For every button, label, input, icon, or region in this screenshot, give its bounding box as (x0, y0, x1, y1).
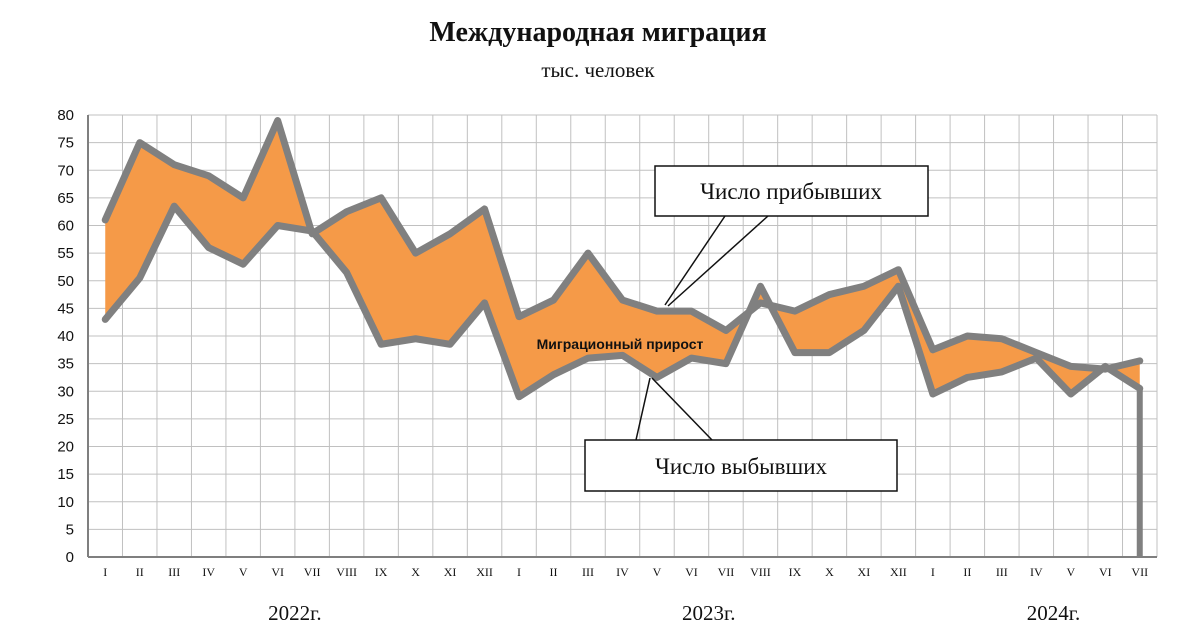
y-tick-label: 30 (57, 383, 74, 400)
year-label: 2023г. (682, 601, 736, 625)
y-tick-label: 60 (57, 218, 74, 235)
y-tick-label: 0 (66, 549, 74, 566)
x-tick-label: VI (685, 565, 698, 579)
y-tick-label: 20 (57, 439, 74, 456)
x-tick-label: VII (718, 565, 735, 579)
x-tick-label: X (825, 565, 834, 579)
net-migration-fill (105, 120, 1140, 397)
x-tick-label: IV (616, 565, 629, 579)
x-tick-label: IV (1030, 565, 1043, 579)
x-tick-label: XI (444, 565, 457, 579)
x-tick-label: III (168, 565, 180, 579)
chart-subtitle: тыс. человек (541, 58, 655, 82)
net-migration-area (105, 120, 1140, 397)
x-tick-label: XI (858, 565, 871, 579)
y-tick-label: 5 (66, 521, 74, 538)
y-tick-label: 50 (57, 273, 74, 290)
departures-callout: Число выбывших (584, 377, 898, 492)
departures-callout-pointer (635, 377, 651, 441)
arrivals-callout-pointer (664, 215, 726, 306)
chart-title: Международная миграция (429, 17, 766, 48)
departures-callout-pointer (651, 377, 713, 441)
y-tick-label: 15 (57, 466, 74, 483)
y-tick-label: 70 (57, 162, 74, 179)
arrivals-callout: Число прибывших (654, 165, 929, 307)
y-tick-label: 55 (57, 245, 74, 262)
y-tick-label: 75 (57, 135, 74, 152)
axes (87, 115, 1157, 558)
x-tick-label: I (103, 565, 107, 579)
x-tick-label: IX (789, 565, 802, 579)
arrivals-callout-box (654, 165, 929, 217)
y-tick-label: 65 (57, 190, 74, 207)
x-tick-label: VI (1099, 565, 1112, 579)
x-tick-label: IX (375, 565, 388, 579)
x-tick-label: VI (271, 565, 284, 579)
x-tick-label: VIII (750, 565, 771, 579)
y-tick-label: 25 (57, 411, 74, 428)
departures-callout-box (584, 439, 898, 492)
x-tick-label: III (582, 565, 594, 579)
x-tick-label: XII (890, 565, 907, 579)
x-tick-label: V (1066, 565, 1075, 579)
x-tick-label: I (517, 565, 521, 579)
x-tick-label: II (136, 565, 144, 579)
x-tick-label: II (963, 565, 971, 579)
series-lines (101, 117, 1144, 557)
y-tick-label: 35 (57, 356, 74, 373)
x-tick-label: V (239, 565, 248, 579)
x-tick-label: IV (202, 565, 215, 579)
arrivals-callout-text: Число прибывших (700, 179, 882, 204)
departures-line (101, 202, 1144, 401)
x-tick-label: X (411, 565, 420, 579)
departures-callout-text: Число выбывших (655, 454, 828, 479)
x-tick-label: III (996, 565, 1008, 579)
year-label: 2024г. (1027, 601, 1081, 625)
y-tick-label: 40 (57, 328, 74, 345)
net-migration-label: Миграционный прирост (537, 336, 704, 352)
x-tick-label: VII (304, 565, 321, 579)
y-tick-label: 10 (57, 494, 74, 511)
y-tick-label: 80 (57, 107, 74, 124)
x-tick-label: II (550, 565, 558, 579)
arrivals-line (101, 117, 1144, 373)
year-label: 2022г. (268, 601, 322, 625)
x-tick-label: V (653, 565, 662, 579)
arrivals-callout-pointer (667, 215, 769, 307)
y-tick-label: 45 (57, 300, 74, 317)
x-tick-label: VII (1131, 565, 1148, 579)
x-tick-label: XII (476, 565, 493, 579)
x-tick-label: I (931, 565, 935, 579)
x-tick-label: VIII (336, 565, 357, 579)
